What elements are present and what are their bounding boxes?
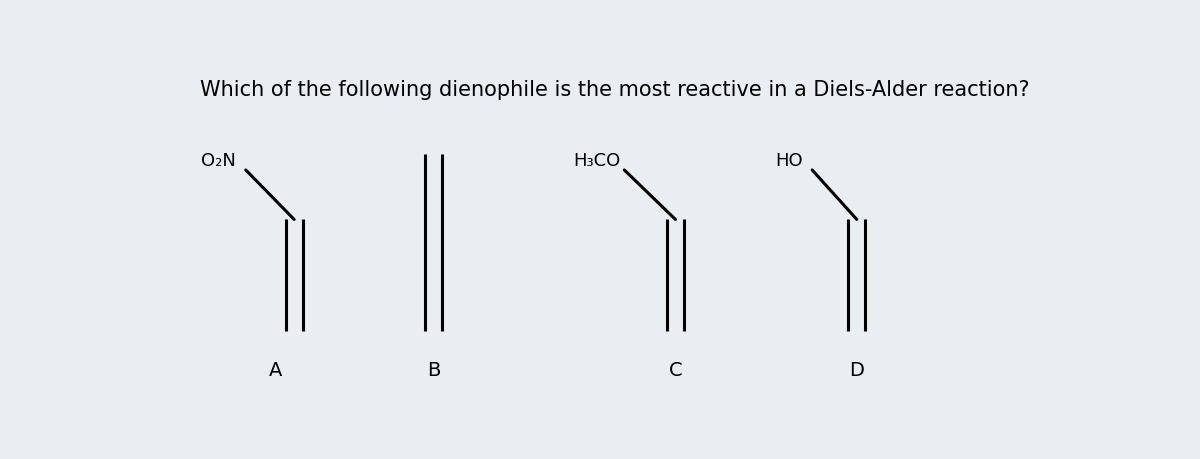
Text: H₃CO: H₃CO (574, 152, 620, 170)
Text: B: B (427, 361, 440, 380)
Text: D: D (850, 361, 864, 380)
Text: C: C (668, 361, 683, 380)
Text: O₂N: O₂N (202, 152, 236, 170)
Text: Which of the following dienophile is the most reactive in a Diels-Alder reaction: Which of the following dienophile is the… (200, 80, 1030, 100)
Text: HO: HO (775, 152, 803, 170)
Text: A: A (269, 361, 282, 380)
